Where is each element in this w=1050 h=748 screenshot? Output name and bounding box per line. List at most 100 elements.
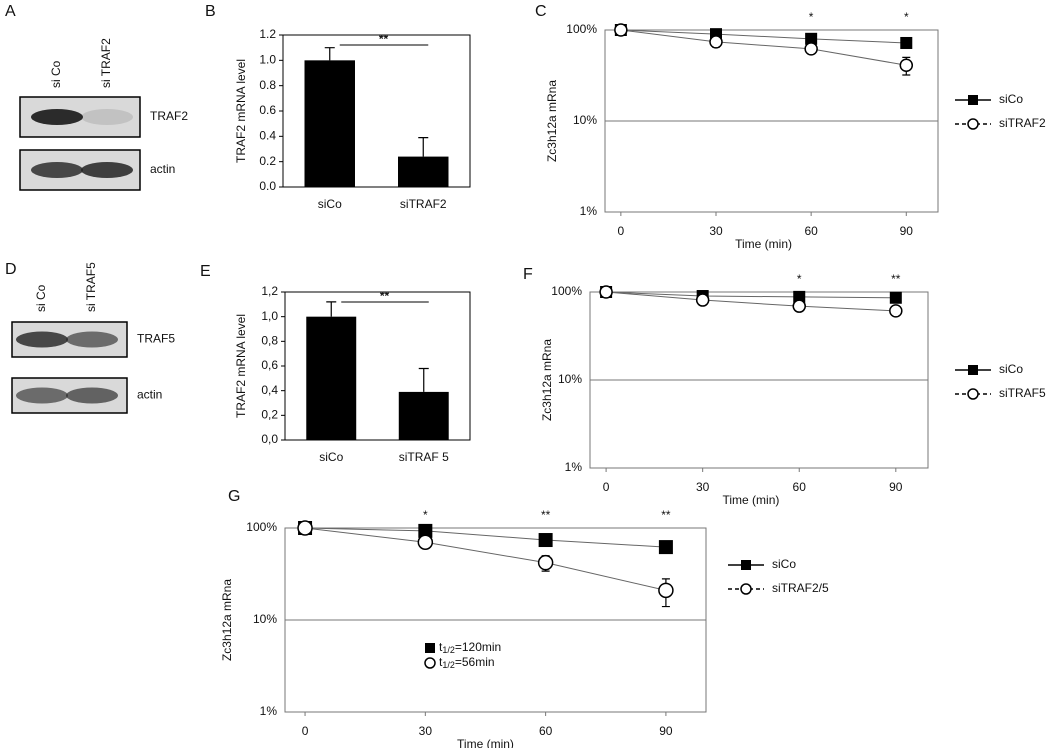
blot-band	[16, 387, 68, 404]
x-tick-label: 90	[889, 480, 903, 494]
blot-band	[66, 387, 118, 404]
panel-label: A	[5, 3, 16, 20]
x-axis-label: Time (min)	[723, 493, 780, 507]
y-tick-label: 0,0	[261, 432, 278, 446]
x-tick-label: 0	[603, 480, 610, 494]
marker	[695, 293, 710, 307]
x-axis-label: Time (min)	[735, 237, 792, 251]
marker	[614, 23, 628, 37]
y-axis-label: TRAF2 mRNA level	[234, 314, 248, 418]
error-bar	[326, 301, 337, 317]
significance: **	[380, 289, 390, 303]
blot-band	[81, 162, 133, 178]
error-bar	[418, 367, 429, 392]
marker	[805, 32, 818, 45]
y-axis-label: Zc3h12a mRna	[220, 579, 234, 661]
marker	[658, 540, 673, 555]
marker	[889, 304, 903, 318]
y-tick-label: 1.2	[259, 27, 276, 41]
legend-label: siTRAF5	[999, 386, 1046, 400]
y-axis-label: Zc3h12a mRna	[545, 80, 559, 162]
row-label: TRAF2	[150, 109, 188, 123]
panel-label: F	[523, 266, 533, 283]
panel-label: E	[200, 263, 211, 280]
half-life-text: =56min	[455, 655, 495, 669]
y-tick-label: 0,6	[261, 358, 278, 372]
y-tick-label: 0,8	[261, 334, 278, 348]
lane-label: si Co	[49, 60, 63, 88]
y-axis-label: Zc3h12a mRna	[540, 339, 554, 421]
marker	[900, 36, 913, 49]
y-tick-label: 0,4	[261, 383, 278, 397]
annotation: *	[423, 508, 428, 522]
x-tick-label: 0	[618, 224, 625, 238]
marker	[740, 583, 752, 595]
marker	[899, 58, 914, 72]
bar	[398, 391, 449, 440]
lane-label: si TRAF2	[99, 38, 113, 88]
legend-label: siCo	[999, 362, 1023, 376]
y-tick-label: 1%	[580, 204, 598, 218]
x-tick-label: 0	[302, 724, 309, 738]
panel-label: B	[205, 3, 216, 20]
blot-band	[81, 109, 133, 125]
blot-band	[31, 109, 83, 125]
data-line	[606, 291, 896, 312]
data-line	[304, 527, 667, 591]
data-line	[620, 29, 907, 66]
y-tick-label: 1%	[260, 704, 278, 718]
marker	[425, 643, 435, 653]
data-line	[305, 527, 666, 548]
y-tick-label: 1%	[565, 460, 583, 474]
blot-band	[16, 331, 68, 348]
row-label: actin	[137, 388, 162, 402]
x-tick-label: 90	[659, 724, 673, 738]
marker	[967, 118, 979, 130]
marker	[417, 534, 434, 551]
y-tick-label: 0.0	[259, 179, 276, 193]
error-bar	[418, 137, 429, 157]
half-life-sub: 1/2	[442, 645, 455, 655]
data-line	[620, 29, 907, 44]
x-tick-label: 30	[709, 224, 723, 238]
y-tick-label: 100%	[551, 284, 582, 298]
x-tick-label: 60	[804, 224, 818, 238]
panel-label: D	[5, 261, 17, 278]
x-tick-label: siTRAF 5	[399, 450, 449, 464]
annotation: **	[891, 272, 901, 286]
marker	[709, 35, 723, 49]
panel-label: C	[535, 3, 547, 20]
y-tick-label: 1,2	[261, 284, 278, 298]
half-life-sub: 1/2	[442, 660, 455, 670]
y-tick-label: 100%	[566, 22, 597, 36]
annotation: **	[541, 508, 551, 522]
y-tick-label: 10%	[558, 372, 582, 386]
y-tick-label: 1.0	[259, 53, 276, 67]
blot-band	[66, 331, 118, 348]
marker	[968, 95, 978, 105]
marker	[538, 533, 553, 548]
x-tick-label: siCo	[319, 450, 343, 464]
blot-band	[31, 162, 83, 178]
annotation: **	[661, 508, 671, 522]
lane-label: si Co	[34, 284, 48, 312]
marker	[424, 657, 436, 669]
x-axis-label: Time (min)	[457, 737, 514, 748]
marker	[599, 285, 613, 299]
marker	[968, 365, 978, 375]
legend-label: siTRAF2/5	[772, 581, 829, 595]
x-tick-label: siTRAF2	[400, 197, 447, 211]
marker	[967, 388, 979, 400]
y-tick-label: 10%	[573, 113, 597, 127]
y-tick-label: 0.2	[259, 154, 276, 168]
marker	[792, 299, 806, 313]
y-axis-label: TRAF2 mRNA level	[234, 59, 248, 163]
x-tick-label: 90	[900, 224, 914, 238]
y-tick-label: 0.8	[259, 78, 276, 92]
half-life-label: t1/2=120min	[439, 640, 501, 655]
legend-label: siCo	[772, 557, 796, 571]
significance: **	[379, 32, 389, 46]
marker	[297, 520, 313, 536]
marker	[804, 42, 818, 56]
